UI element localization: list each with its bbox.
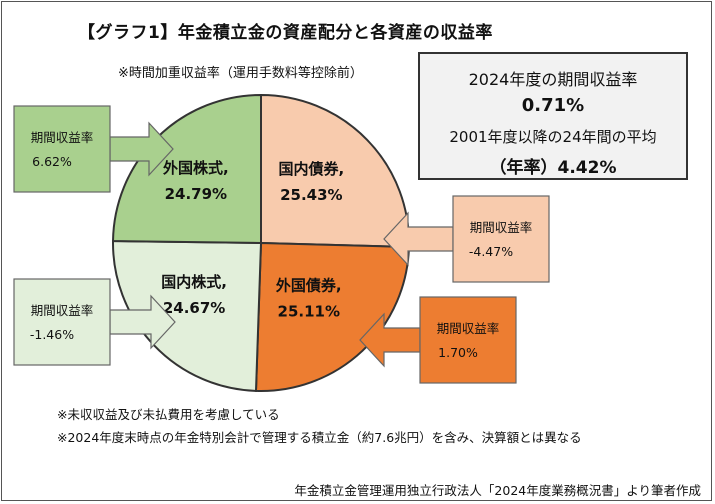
callout-arrow [109,121,174,177]
callout-box [419,296,517,384]
footnote-special-account: ※2024年度末時点の年金特別会計で管理する積立金（約7.6兆円）を含み、決算額… [57,430,582,445]
chart-title: 【グラフ1】年金積立金の資産配分と各資産の収益率 [78,23,493,43]
callout-return-value: 6.62% [32,154,72,169]
callout-label: 期間収益率 [470,220,533,235]
slice-label: 外国債券, [275,276,342,294]
callout-box [452,195,550,283]
slice-value-label: 25.43% [280,186,342,204]
summary-box: 2024年度の期間収益率 0.71% 2001年度以降の24年間の平均 （年率）… [418,52,688,180]
callout-label: 期間収益率 [437,321,500,336]
slice-label: 外国株式, [162,159,229,177]
slice-value-label: 24.79% [165,185,227,203]
callout-return-value: -4.47% [469,244,513,259]
callout-label: 期間収益率 [31,303,94,318]
slice-label: 国内債券, [278,160,344,178]
callout-box [13,105,111,193]
summary-average-label: 2001年度以降の24年間の平均 [449,128,657,146]
chart-subtitle: ※時間加重収益率（運用手数料等控除前） [118,66,363,81]
callout-box [13,278,111,366]
callout-arrow [383,211,454,267]
slice-value-label: 25.11% [278,302,340,320]
slice-label: 国内株式, [161,273,227,291]
callout-return-value: 1.70% [438,345,478,360]
callout-arrow [359,312,421,368]
summary-period-value: 0.71% [521,95,585,116]
source-credit: 年金積立金管理運用独立行政法人「2024年度業務概況書」より筆者作成 [294,483,701,498]
callout-label: 期間収益率 [31,130,94,145]
slice-value-label: 24.67% [163,299,225,317]
callout-return-value: -1.46% [30,327,74,342]
pie-slice [254,241,410,392]
footnote-accrued: ※未収収益及び未払費用を考慮している [57,407,280,422]
summary-period-label: 2024年度の期間収益率 [468,70,638,89]
summary-average-value: （年率）4.42% [489,158,617,178]
callout-arrow [109,294,176,350]
